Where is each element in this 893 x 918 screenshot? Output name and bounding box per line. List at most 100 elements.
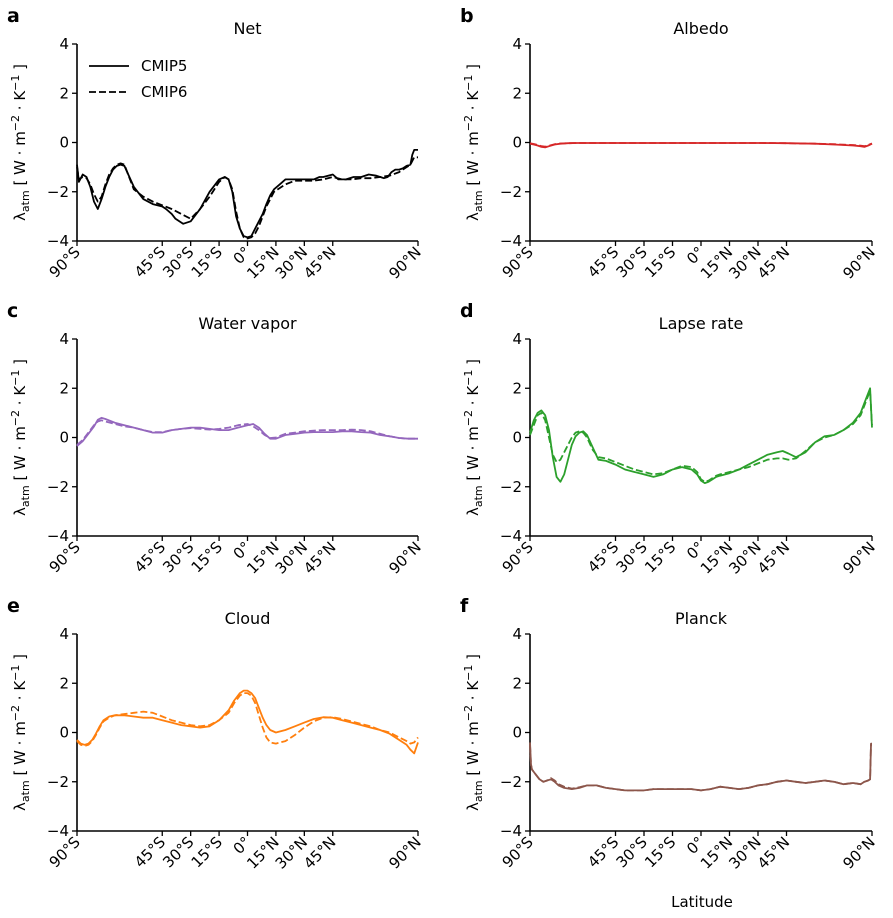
series-line-cmip5	[76, 689, 419, 755]
series-line-cmip5	[529, 742, 872, 792]
y-tick-label: 0	[512, 724, 522, 742]
panel-title: Lapse rate	[659, 314, 744, 333]
legend-label: CMIP6	[141, 83, 187, 101]
x-tick-label: 30°S	[159, 833, 197, 871]
x-tick-label: 90°N	[839, 833, 878, 872]
x-tick-label: 90°N	[839, 538, 878, 577]
x-tick-label: 45°N	[754, 538, 793, 577]
series-line-cmip6	[529, 391, 873, 483]
y-tick-label: −2	[500, 183, 522, 201]
y-tick-label: 4	[512, 35, 522, 53]
y-tick-label: −2	[500, 478, 522, 496]
y-tick-label: 4	[59, 35, 69, 53]
panel-letter: f	[460, 595, 469, 617]
y-tick-label: −4	[500, 822, 522, 840]
y-axis-label: λatm [ W · m−2 · K−1 ]	[9, 64, 32, 221]
x-tick-label: 45°S	[131, 833, 169, 871]
x-tick-label: 30°N	[725, 243, 764, 282]
series-line-cmip5	[529, 387, 873, 484]
series-line-cmip5	[76, 149, 418, 239]
x-tick-label: 30°N	[272, 538, 311, 577]
y-tick-label: 0	[59, 724, 69, 742]
panel-letter: c	[7, 300, 18, 322]
x-tick-label: 15°N	[697, 538, 736, 577]
x-tick-label: 90°N	[839, 243, 878, 282]
x-tick-label: 45°S	[584, 243, 622, 281]
x-tick-label: 45°S	[584, 538, 622, 576]
x-tick-label: 30°S	[613, 243, 651, 281]
x-tick-label: 45°N	[300, 833, 339, 872]
series-line-cmip6	[529, 142, 873, 148]
x-tick-label: 15°S	[641, 243, 679, 281]
y-tick-label: 0	[59, 134, 69, 152]
panel-letter: d	[460, 300, 474, 322]
x-tick-label: 30°S	[159, 538, 197, 576]
series-line-cmip6	[76, 419, 418, 446]
y-tick-label: 2	[59, 674, 69, 692]
y-axis-label: λatm [ W · m−2 · K−1 ]	[9, 359, 32, 516]
y-tick-label: 2	[512, 379, 522, 397]
panel-title: Water vapor	[198, 314, 297, 333]
panel-title: Net	[233, 19, 261, 38]
legend-label: CMIP5	[141, 57, 187, 75]
x-tick-label: 45°S	[131, 243, 169, 281]
x-tick-label: 45°N	[754, 243, 793, 282]
y-tick-label: 4	[512, 625, 522, 643]
series-line-cmip6	[76, 156, 418, 240]
x-tick-label: 45°S	[131, 538, 169, 576]
x-tick-label: 30°S	[613, 538, 651, 576]
y-tick-label: 4	[59, 625, 69, 643]
series-line-cmip6	[76, 692, 419, 747]
x-tick-label: 30°S	[613, 833, 651, 871]
x-tick-label: 45°N	[300, 243, 339, 282]
panel-letter: b	[460, 5, 474, 27]
x-tick-label: 15°N	[697, 243, 736, 282]
y-axis-label: λatm [ W · m−2 · K−1 ]	[462, 64, 485, 221]
y-axis-label: λatm [ W · m−2 · K−1 ]	[462, 654, 485, 811]
y-tick-label: −2	[47, 773, 69, 791]
x-tick-label: 90°N	[385, 243, 424, 282]
panel-title: Cloud	[225, 609, 271, 628]
y-axis-label: λatm [ W · m−2 · K−1 ]	[462, 359, 485, 516]
y-tick-label: −2	[47, 478, 69, 496]
x-tick-label: 15°N	[697, 833, 736, 872]
x-tick-label: 30°S	[159, 243, 197, 281]
x-tick-label: 45°S	[584, 833, 622, 871]
y-tick-label: −4	[47, 527, 69, 545]
y-tick-label: 4	[512, 330, 522, 348]
y-tick-label: −2	[47, 183, 69, 201]
series-line-cmip6	[529, 742, 872, 792]
x-tick-label: 90°N	[385, 538, 424, 577]
y-tick-label: −2	[500, 773, 522, 791]
x-tick-label: 15°S	[188, 833, 226, 871]
x-tick-label: 30°N	[272, 243, 311, 282]
y-tick-label: 0	[59, 429, 69, 447]
x-tick-label: 15°S	[641, 538, 679, 576]
x-tick-label: 15°N	[243, 833, 282, 872]
x-tick-label: 15°N	[243, 538, 282, 577]
y-axis-label: λatm [ W · m−2 · K−1 ]	[9, 654, 32, 811]
x-tick-label: 45°N	[300, 538, 339, 577]
panel-letter: a	[7, 5, 20, 27]
y-tick-label: 4	[59, 330, 69, 348]
y-tick-label: −4	[47, 232, 69, 250]
panel-title: Albedo	[673, 19, 728, 38]
x-tick-label: 30°N	[272, 833, 311, 872]
x-tick-label: 90°N	[385, 833, 424, 872]
panel-title: Planck	[675, 609, 728, 628]
y-tick-label: −4	[500, 232, 522, 250]
x-tick-label: 30°N	[725, 538, 764, 577]
x-axis-label: Latitude	[671, 893, 733, 911]
x-tick-label: 15°N	[243, 243, 282, 282]
y-tick-label: 2	[59, 379, 69, 397]
y-tick-label: 0	[512, 134, 522, 152]
y-tick-label: 0	[512, 429, 522, 447]
x-tick-label: 15°S	[188, 243, 226, 281]
x-tick-label: 15°S	[188, 538, 226, 576]
